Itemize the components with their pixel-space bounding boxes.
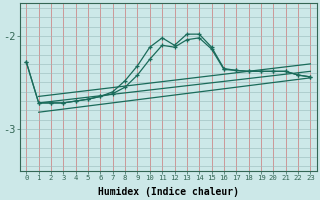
X-axis label: Humidex (Indice chaleur): Humidex (Indice chaleur) bbox=[98, 186, 239, 197]
